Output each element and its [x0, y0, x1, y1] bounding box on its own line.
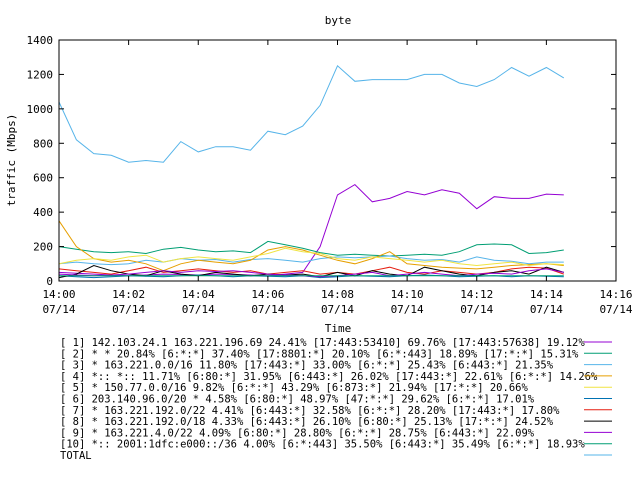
legend-label: [10] *:: 2001:1dfc:e000::/36 4.00% [6:*:… — [60, 439, 585, 451]
legend-label: [ 4] *:: *:: 11.71% [6:80:*] 31.95% [6:4… — [60, 371, 598, 383]
x-tick-date: 07/14 — [42, 303, 75, 316]
x-tick-date: 07/14 — [599, 303, 632, 316]
legend-label: [ 3] * 163.221.0.0/16 11.80% [17:443:*] … — [60, 360, 554, 372]
x-tick-time: 14:16 — [599, 288, 632, 301]
y-tick-label: 0 — [46, 275, 53, 288]
y-tick-label: 200 — [33, 241, 53, 254]
series-line-11 — [58, 64, 565, 163]
series-line-3 — [58, 255, 564, 266]
y-tick-label: 400 — [33, 206, 53, 219]
series-layer — [58, 64, 565, 279]
y-tick-label: 1000 — [27, 103, 54, 116]
x-tick-date: 07/14 — [530, 303, 563, 316]
legend-label: TOTAL — [60, 450, 92, 462]
x-tick-time: 14:08 — [321, 288, 354, 301]
x-tick-time: 14:14 — [530, 288, 563, 301]
x-tick-date: 07/14 — [251, 303, 284, 316]
x-tick-time: 14:02 — [112, 288, 145, 301]
series-line-2 — [58, 240, 564, 257]
legend-label: [ 2] * * 20.84% [6:*:*] 37.40% [17:8801:… — [60, 348, 579, 360]
x-tick-date: 07/14 — [112, 303, 145, 316]
x-axis-label: Time — [325, 322, 352, 335]
legend-label: [ 6] 203.140.96.0/20 * 4.58% [6:80:*] 48… — [60, 394, 535, 406]
x-tick-time: 14:04 — [182, 288, 215, 301]
y-tick-label: 600 — [33, 172, 53, 185]
legend-label: [ 7] * 163.221.192.0/22 4.41% [6:443:*] … — [60, 405, 560, 417]
x-axis-ticks: 14:00 07/14 14:02 07/14 14:04 07/14 14:06 07/14… — [42, 40, 633, 316]
legend-label: [ 1] 142.103.24.1 163.221.196.69 24.41% … — [60, 337, 585, 349]
y-axis-ticks: 0 200 400 600 800 1000 1200 1400 — [27, 34, 616, 288]
x-tick-date: 07/14 — [391, 303, 424, 316]
x-tick-time: 14:12 — [460, 288, 493, 301]
x-tick-date: 07/14 — [321, 303, 354, 316]
x-tick-time: 14:06 — [251, 288, 284, 301]
series-line-4 — [58, 220, 564, 272]
legend-label: [ 9] * 163.221.4.0/22 4.09% [6:80:*] 28.… — [60, 427, 535, 439]
legend-label: [ 8] * 163.221.192.0/18 4.33% [6:443:*] … — [60, 416, 554, 428]
series-line-5 — [58, 247, 564, 267]
x-tick-time: 14:00 — [42, 288, 75, 301]
y-tick-label: 1200 — [27, 68, 54, 81]
legend-label: [ 5] * 150.77.0.0/16 9.82% [6:*:*] 43.29… — [60, 382, 528, 394]
x-tick-time: 14:10 — [391, 288, 424, 301]
x-tick-date: 07/14 — [460, 303, 493, 316]
x-tick-date: 07/14 — [182, 303, 215, 316]
y-tick-label: 800 — [33, 137, 53, 150]
chart-title: byte — [325, 14, 352, 27]
y-tick-label: 1400 — [27, 34, 54, 47]
y-axis-label: traffic (Mbps) — [5, 114, 18, 207]
legend: [ 1] 142.103.24.1 163.221.196.69 24.41% … — [60, 337, 612, 462]
